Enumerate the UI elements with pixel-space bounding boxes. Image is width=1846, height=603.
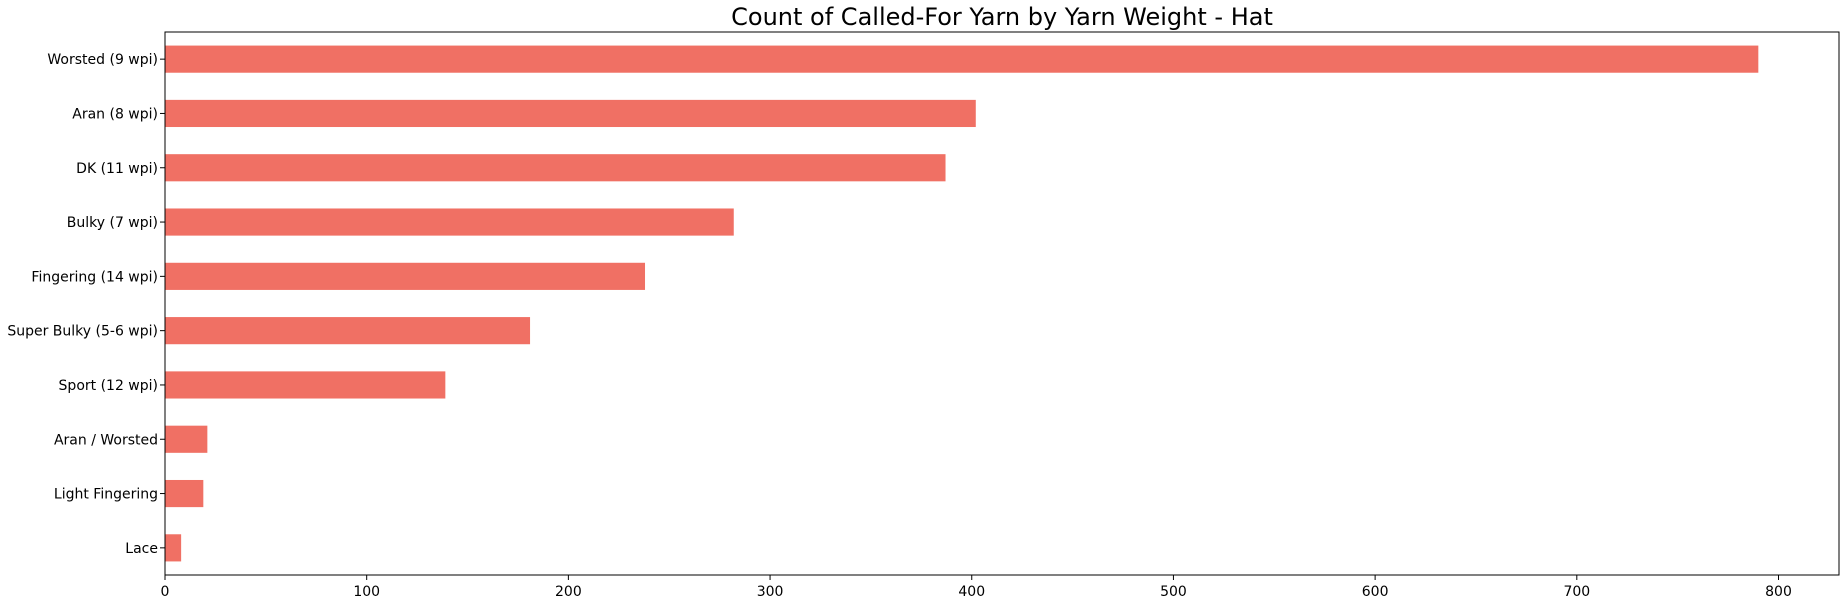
y-tick-label: DK (11 wpi): [76, 161, 158, 177]
bar: [165, 534, 182, 562]
x-tick-label: 400: [958, 584, 985, 600]
bar: [165, 45, 1759, 73]
y-tick-label: Aran (8 wpi): [72, 106, 158, 122]
y-tick-label: Super Bulky (5-6 wpi): [7, 324, 158, 340]
chart-title: Count of Called-For Yarn by Yarn Weight …: [731, 3, 1273, 31]
x-tick-label: 600: [1362, 584, 1389, 600]
bar: [165, 262, 646, 290]
x-axis: 0 100 200 300 400 500 600 700 800: [161, 575, 1792, 600]
x-tick-label: 200: [555, 584, 582, 600]
y-tick-label: Worsted (9 wpi): [47, 52, 158, 68]
bar: [165, 425, 208, 453]
x-tick-label: 100: [353, 584, 380, 600]
y-tick-label: Fingering (14 wpi): [31, 269, 158, 285]
x-tick-label: 0: [161, 584, 170, 600]
x-tick-label: 700: [1563, 584, 1590, 600]
x-tick-label: 800: [1765, 584, 1792, 600]
y-tick-label: Sport (12 wpi): [59, 378, 158, 394]
y-tick-label: Bulky (7 wpi): [67, 215, 158, 231]
x-tick-label: 300: [757, 584, 784, 600]
bar: [165, 99, 976, 128]
bar: [165, 479, 204, 508]
bar: [165, 208, 734, 236]
plot-frame: [164, 31, 1840, 576]
bar: [165, 371, 446, 399]
bar: [165, 154, 946, 182]
bar: [165, 317, 531, 345]
y-axis: Worsted (9 wpi) Aran (8 wpi) DK (11 wpi) Bu…: [7, 52, 165, 557]
y-tick-label: Light Fingering: [54, 487, 158, 503]
y-tick-label: Aran / Worsted: [54, 432, 158, 448]
y-tick-label: Lace: [125, 541, 158, 557]
bars: [165, 45, 1759, 562]
x-tick-label: 500: [1160, 584, 1187, 600]
